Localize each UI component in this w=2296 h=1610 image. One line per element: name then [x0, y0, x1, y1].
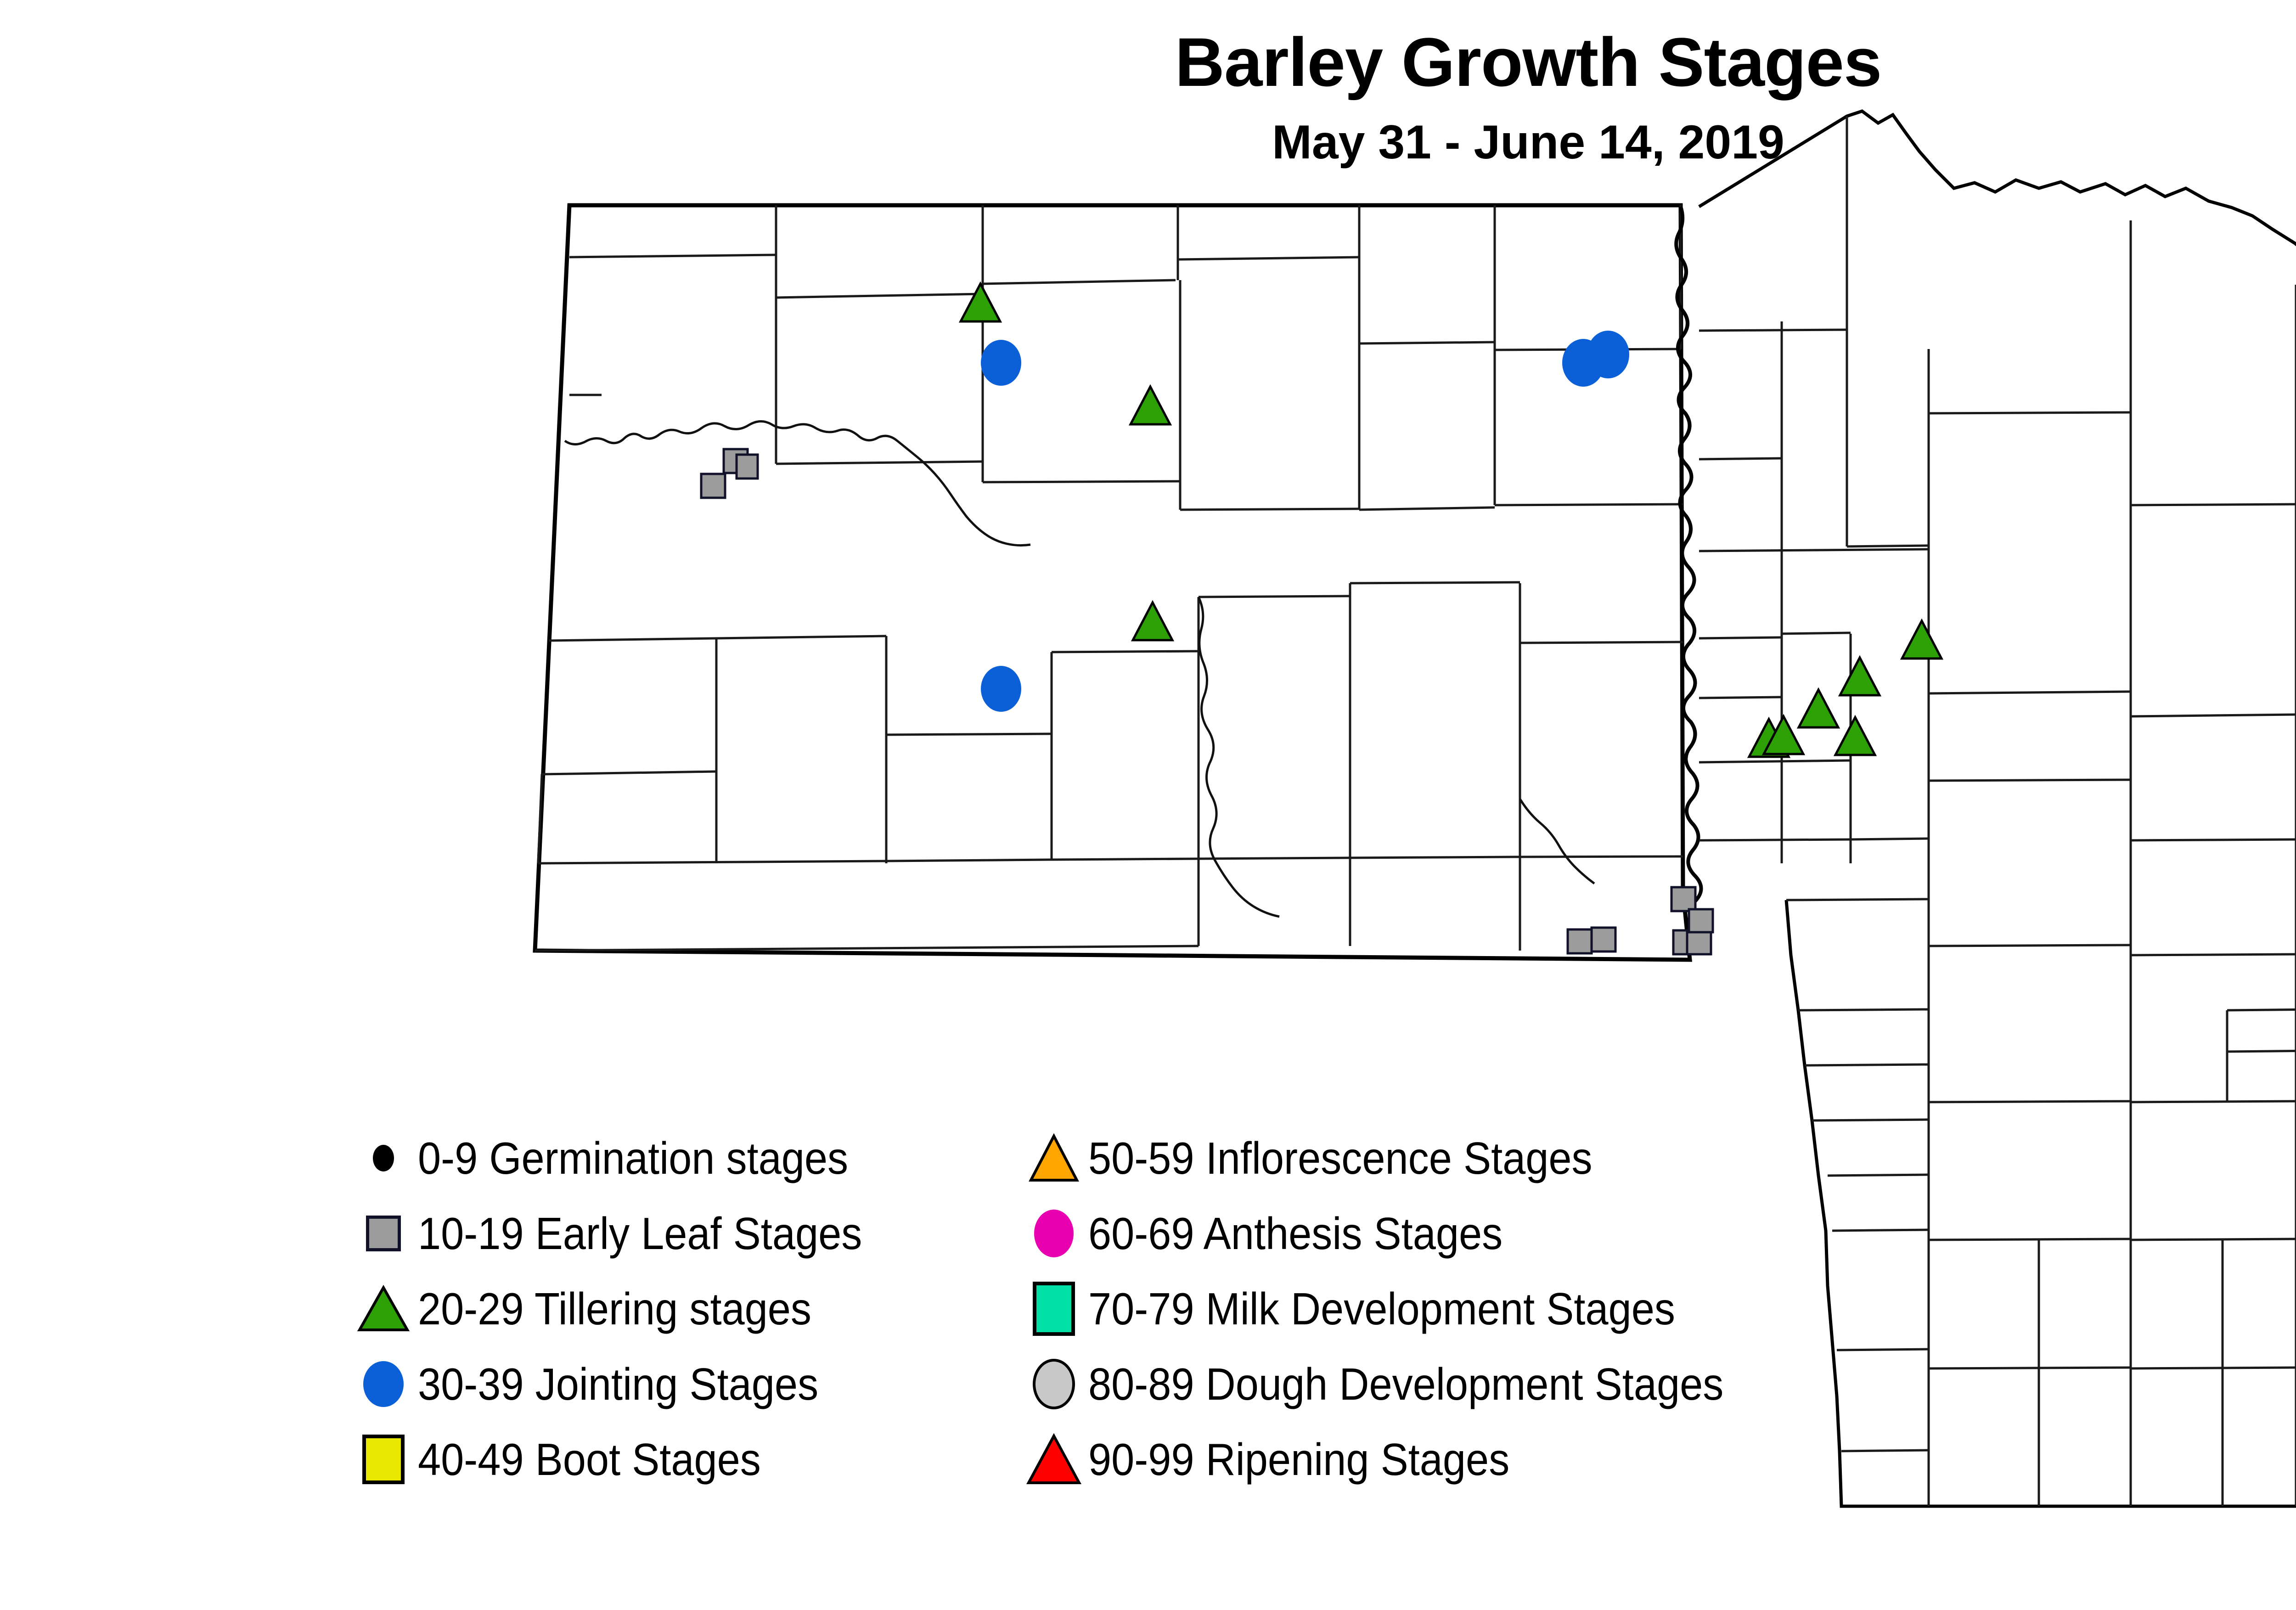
legend-item-germination[interactable]: 0-9 Germination stages — [349, 1120, 1001, 1196]
square-teal-icon — [1019, 1274, 1088, 1343]
triangle-orange-icon — [1019, 1124, 1088, 1193]
legend-item-anthesis[interactable]: 60-69 Anthesis Stages — [1019, 1196, 1874, 1271]
missouri-river-south — [1197, 596, 1280, 918]
legend-item-boot[interactable]: 40-49 Boot Stages — [349, 1422, 1001, 1497]
legend-item-inflorescence[interactable]: 50-59 Inflorescence Stages — [1019, 1120, 1874, 1196]
triangle-green-icon — [349, 1274, 418, 1343]
circle-gray-icon — [1019, 1350, 1088, 1419]
legend-item-label: 20-29 Tillering stages — [418, 1283, 812, 1334]
triangle-red-svg — [1026, 1433, 1082, 1484]
legend-item-label: 80-89 Dough Development Stages — [1088, 1359, 1724, 1409]
red-river-border — [1674, 206, 1703, 929]
square-gray-icon — [349, 1199, 418, 1268]
legend-item-label: 50-59 Inflorescence Stages — [1088, 1133, 1593, 1183]
legend-item-early-leaf[interactable]: 10-19 Early Leaf Stages — [349, 1196, 1001, 1271]
marker-early-leaf-square — [700, 448, 1714, 956]
triangle-orange-svg — [1029, 1133, 1079, 1182]
legend-item-dough-development[interactable]: 80-89 Dough Development Stages — [1019, 1346, 1874, 1422]
square-yellow-icon — [349, 1425, 418, 1494]
mn-state-outline — [1698, 109, 2296, 1508]
north-dakota-counties — [533, 203, 1692, 962]
legend-column-right: 50-59 Inflorescence Stages 60-69 Anthesi… — [1019, 1120, 1874, 1497]
legend: 0-9 Germination stages 10-19 Early Leaf … — [349, 1120, 1874, 1488]
legend-item-label: 90-99 Ripening Stages — [1088, 1434, 1510, 1485]
legend-item-label: 60-69 Anthesis Stages — [1088, 1208, 1503, 1259]
legend-item-label: 30-39 Jointing Stages — [418, 1359, 819, 1409]
marker-jointing-circle — [981, 331, 1629, 712]
legend-item-jointing[interactable]: 30-39 Jointing Stages — [349, 1346, 1001, 1422]
legend-item-label: 70-79 Milk Development Stages — [1088, 1283, 1675, 1334]
triangle-green-svg — [357, 1285, 410, 1331]
legend-item-label: 0-9 Germination stages — [418, 1133, 849, 1183]
minnesota-counties — [1698, 109, 2296, 1508]
marker-tillering-triangle — [958, 281, 1944, 758]
missouri-river — [564, 420, 1031, 547]
legend-item-ripening[interactable]: 90-99 Ripening Stages — [1019, 1422, 1874, 1497]
legend-item-milk-development[interactable]: 70-79 Milk Development Stages — [1019, 1271, 1874, 1346]
circle-magenta-icon — [1019, 1199, 1088, 1268]
circle-blue-icon — [349, 1350, 418, 1419]
legend-item-label: 10-19 Early Leaf Stages — [418, 1208, 862, 1259]
legend-item-label: 40-49 Boot Stages — [418, 1434, 761, 1485]
legend-item-tillering[interactable]: 20-29 Tillering stages — [349, 1271, 1001, 1346]
triangle-red-icon — [1019, 1425, 1088, 1494]
legend-column-left: 0-9 Germination stages 10-19 Early Leaf … — [349, 1120, 1001, 1497]
dot-black-icon — [349, 1124, 418, 1193]
map-markers — [700, 281, 1944, 956]
